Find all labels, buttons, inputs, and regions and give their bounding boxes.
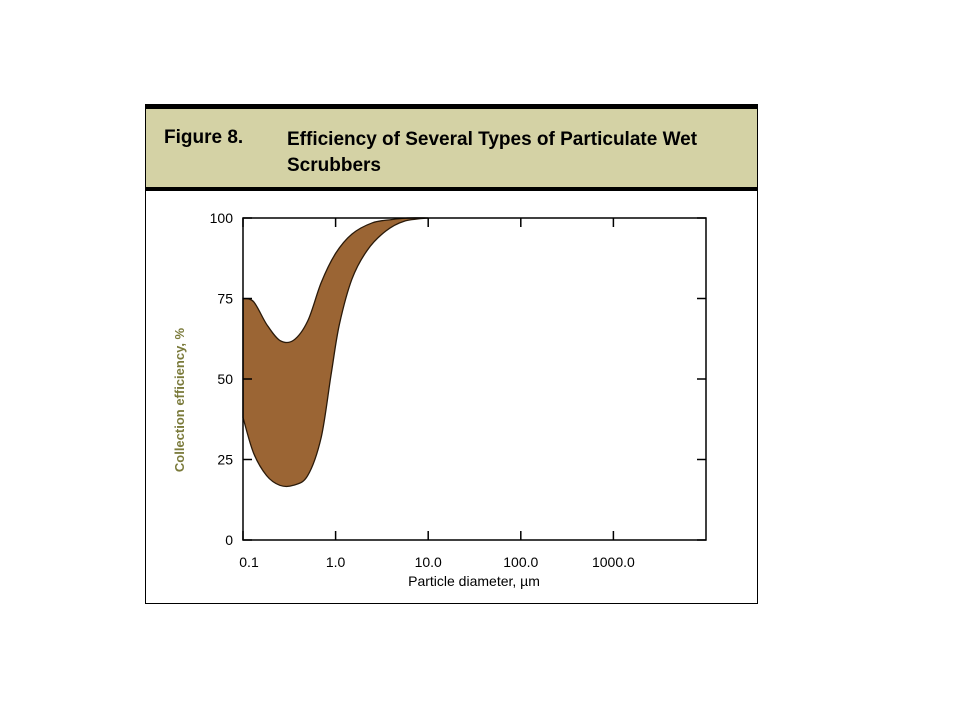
x-tick-label: 100.0 <box>503 554 538 570</box>
y-tick-label: 0 <box>225 532 233 548</box>
figure-header: Figure 8. Efficiency of Several Types of… <box>146 105 757 191</box>
y-tick-label: 100 <box>210 210 234 226</box>
figure-number: Figure 8. <box>164 127 244 148</box>
figure-title: Efficiency of Several Types of Particula… <box>287 129 698 176</box>
y-tick-label: 50 <box>217 371 233 387</box>
y-tick-label: 75 <box>217 291 233 307</box>
x-tick-label: 1000.0 <box>592 554 635 570</box>
y-axis-label: Collection efficiency, % <box>172 327 187 472</box>
x-tick-label: 0.1 <box>239 554 259 570</box>
x-tick-label: 10.0 <box>415 554 442 570</box>
efficiency-band <box>242 217 429 488</box>
figure-panel: Figure 8. Efficiency of Several Types of… <box>145 104 758 604</box>
x-axis-label: Particle diameter, µm <box>408 573 540 589</box>
y-tick-label: 25 <box>217 452 233 468</box>
x-tick-label: 1.0 <box>326 554 346 570</box>
